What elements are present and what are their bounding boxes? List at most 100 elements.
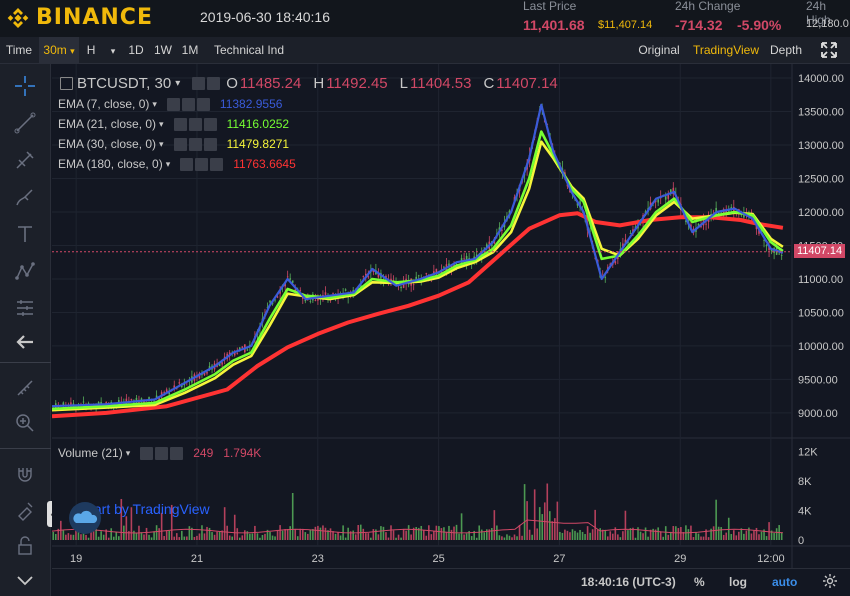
unit-select[interactable]: H ▾ [80, 37, 122, 63]
volume-bar [498, 535, 501, 540]
candle-body [324, 292, 327, 295]
close-icon[interactable] [196, 97, 210, 111]
chart-area[interactable]: 9000.00 9500.00 10000.00 10500.00 11000.00 11… [52, 64, 850, 596]
visibility-icon[interactable] [166, 97, 180, 111]
volume-bar [770, 530, 773, 540]
collapse-legend-icon[interactable] [60, 77, 73, 90]
volume-bar [632, 527, 634, 540]
volume-bar [382, 526, 385, 540]
volume-bar [710, 528, 712, 540]
visibility-icon[interactable] [173, 137, 187, 151]
fullscreen-icon[interactable] [815, 37, 843, 63]
volume-bar [301, 528, 304, 540]
interval-1m-button[interactable]: 1M [181, 43, 199, 57]
visibility-icon[interactable] [180, 157, 194, 171]
auto-scale-button[interactable]: auto [772, 575, 798, 589]
close-value: 11407.14 [496, 75, 558, 92]
close-icon[interactable] [170, 446, 184, 460]
settings-icon[interactable] [192, 77, 206, 90]
magnet-icon[interactable] [11, 460, 39, 488]
symbol-caret-icon[interactable]: ▾ [175, 78, 181, 89]
fib-tool-icon[interactable] [11, 146, 39, 174]
ruler-icon[interactable] [11, 374, 39, 402]
watermark-text: Chart by TradingView [76, 501, 210, 517]
volume-bar [211, 532, 213, 540]
candle-body [274, 299, 276, 301]
volume-bar [380, 526, 382, 540]
visibility-icon[interactable] [173, 117, 187, 131]
close-icon[interactable] [203, 137, 217, 151]
interval-1w-button[interactable]: 1W [154, 43, 172, 57]
volume-bar [364, 533, 367, 540]
zoom-icon[interactable] [11, 409, 39, 437]
volume-bar [425, 535, 428, 540]
settings-icon[interactable] [195, 157, 209, 171]
volume-bar [223, 507, 226, 540]
settings-icon[interactable] [207, 77, 221, 90]
candle-body [576, 203, 579, 206]
timezone-clock[interactable]: 18:40:16 (UTC-3) [581, 575, 676, 589]
crosshair-icon[interactable] [11, 72, 39, 100]
binance-logo[interactable]: BINANCE [6, 5, 153, 30]
candle-body [614, 261, 617, 264]
back-arrow-icon[interactable] [11, 328, 39, 356]
settings-icon[interactable] [188, 137, 202, 151]
original-view-button[interactable]: Original [638, 43, 680, 57]
volume-bar [153, 531, 155, 540]
settings-icon[interactable] [155, 446, 169, 460]
ema30-legend: EMA (30, close, 0) ▾ 11479.8271 [58, 137, 289, 151]
volume-bar [231, 536, 234, 540]
volume-bar [473, 530, 475, 540]
text-tool-icon[interactable] [11, 220, 39, 248]
tradingview-watermark[interactable]: Chart by TradingView [68, 501, 210, 534]
log-scale-button[interactable]: log [729, 575, 747, 589]
settings-icon[interactable] [181, 97, 195, 111]
close-icon[interactable] [210, 157, 224, 171]
candle-body [412, 284, 415, 286]
brand-name: BINANCE [36, 5, 153, 30]
volume-bar [669, 531, 672, 540]
settings-icon[interactable] [188, 117, 202, 131]
candle-body [743, 213, 745, 218]
volume-bar [375, 529, 377, 540]
candle-body [203, 373, 206, 376]
ema-caret-icon[interactable]: ▾ [165, 158, 171, 169]
volume-caret-icon[interactable]: ▾ [125, 447, 131, 458]
volume-bar [238, 537, 241, 540]
brush-icon[interactable] [11, 183, 39, 211]
open-value: 11485.24 [239, 75, 302, 92]
ema-caret-icon[interactable]: ▾ [152, 98, 157, 109]
interval-1d-button[interactable]: 1D [128, 43, 144, 57]
technical-indicators-button[interactable]: Technical Ind [213, 43, 285, 57]
gear-icon[interactable] [822, 573, 838, 592]
volume-bar [296, 536, 299, 540]
volume-bar [753, 530, 755, 540]
tradingview-button[interactable]: TradingView [692, 43, 760, 57]
lock-icon[interactable] [11, 532, 39, 560]
depth-button[interactable]: Depth [769, 43, 803, 57]
volume-bar [760, 531, 763, 540]
trend-line-icon[interactable] [11, 109, 39, 137]
volume-bar [274, 536, 276, 540]
lock-drawings-icon[interactable] [11, 496, 39, 524]
volume-bar [216, 531, 218, 540]
projection-tool-icon[interactable] [11, 294, 39, 322]
interval-select[interactable]: 30m ▾ [39, 37, 79, 63]
close-label: C [483, 75, 495, 92]
chevron-down-icon[interactable] [11, 566, 39, 594]
volume-bar [528, 529, 531, 540]
ema-caret-icon[interactable]: ▾ [159, 138, 164, 149]
volume-bar [241, 535, 244, 540]
time-button[interactable]: Time [5, 43, 33, 57]
volume-bar [168, 530, 171, 540]
close-icon[interactable] [203, 117, 217, 131]
ema-value: 11382.9556 [219, 97, 283, 111]
visibility-icon[interactable] [140, 446, 154, 460]
candle-body [208, 366, 211, 369]
percent-scale-button[interactable]: % [694, 575, 705, 589]
candle-body [705, 223, 707, 225]
ema-caret-icon[interactable]: ▾ [159, 118, 164, 129]
pattern-tool-icon[interactable] [11, 257, 39, 285]
candle-body [453, 262, 455, 268]
time-tick-label: 21 [191, 553, 203, 565]
